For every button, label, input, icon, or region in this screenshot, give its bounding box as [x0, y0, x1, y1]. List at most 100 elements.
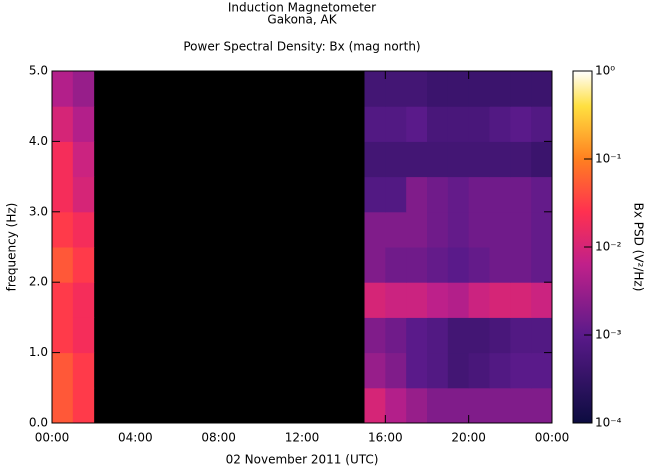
spectrogram-cell	[447, 387, 470, 424]
spectrogram-cell	[385, 176, 407, 213]
spectrogram-cell	[427, 106, 449, 142]
spectrogram-cell	[510, 282, 532, 318]
spectrogram-cell	[447, 71, 470, 107]
spectrogram-cell	[406, 387, 428, 424]
spectrogram-cell	[385, 387, 407, 424]
x-tick-label: 04:00	[118, 431, 153, 445]
y-axis-label: frequency (Hz)	[5, 203, 19, 292]
spectrogram-cell	[510, 317, 532, 354]
spectrogram-cell	[52, 211, 74, 248]
spectrogram-cell	[72, 141, 95, 178]
spectrogram-cell	[72, 176, 95, 213]
spectrogram-cell	[72, 282, 95, 318]
spectrogram-cell	[385, 282, 407, 318]
spectrogram-cell	[447, 141, 470, 178]
spectrogram-cell	[489, 352, 511, 389]
spectrogram-cell	[468, 352, 490, 389]
spectrogram-cell	[468, 387, 490, 424]
spectrogram-cell	[489, 282, 511, 318]
spectrogram-cell	[406, 176, 428, 213]
spectrogram-cell	[52, 317, 74, 354]
spectrogram-cell	[406, 317, 428, 354]
spectrogram-cell	[406, 211, 428, 248]
spectrogram-cell	[447, 247, 470, 283]
spectrogram-cell	[510, 387, 532, 424]
spectrogram-cell	[427, 282, 449, 318]
spectrogram-cell	[406, 141, 428, 178]
spectrogram-cell	[510, 71, 532, 107]
spectrogram-cell	[406, 71, 428, 107]
chart-subtitle: Gakona, AK	[267, 13, 337, 27]
spectrogram-cell	[531, 317, 553, 354]
spectrogram-cell	[72, 247, 95, 283]
spectrogram-cell	[385, 211, 407, 248]
spectrogram-cell	[447, 282, 470, 318]
spectrogram-cell	[531, 141, 553, 178]
spectrogram-cell	[52, 282, 74, 318]
spectrogram-cell	[489, 317, 511, 354]
spectrogram-cell	[531, 282, 553, 318]
spectrogram-cell	[72, 71, 95, 107]
spectrogram-cell	[468, 211, 490, 248]
y-tick-label: 0.0	[29, 416, 48, 430]
spectrogram-cell	[447, 176, 470, 213]
spectrogram-cell	[52, 141, 74, 178]
spectrogram-cell	[468, 317, 490, 354]
spectrogram-cell	[427, 352, 449, 389]
spectrogram-cell	[468, 247, 490, 283]
spectrogram-cell	[385, 141, 407, 178]
x-tick-label: 20:00	[451, 431, 486, 445]
spectrogram-cell	[468, 282, 490, 318]
spectrogram-cell	[427, 317, 449, 354]
spectrogram-cell	[468, 176, 490, 213]
x-tick-label: 16:00	[368, 431, 403, 445]
spectrogram-cell	[364, 317, 386, 354]
colorbar-tick-label: 10⁻²	[595, 240, 622, 254]
spectrogram-cell	[489, 387, 511, 424]
spectrogram-cell	[364, 176, 386, 213]
spectrogram-cell	[385, 106, 407, 142]
spectrogram-cell	[510, 176, 532, 213]
spectrogram-cell	[468, 141, 490, 178]
spectrogram-cell	[385, 317, 407, 354]
spectrogram-cell	[385, 71, 407, 107]
spectrogram-cell	[52, 176, 74, 213]
spectrogram-cell	[447, 317, 470, 354]
chart-title: Induction Magnetometer	[228, 1, 376, 15]
spectrogram-cell	[510, 211, 532, 248]
x-tick-label: 12:00	[285, 431, 320, 445]
spectrogram-cell	[52, 247, 74, 283]
spectrogram-cell	[72, 387, 95, 424]
plot-title: Power Spectral Density: Bx (mag north)	[183, 40, 420, 54]
spectrogram-cell	[510, 106, 532, 142]
y-tick-label: 2.0	[29, 275, 48, 289]
spectrogram-cell	[489, 247, 511, 283]
spectrogram-cell	[72, 211, 95, 248]
spectrogram-cell	[52, 352, 74, 389]
y-tick-label: 3.0	[29, 204, 48, 218]
spectrogram-cell	[531, 387, 553, 424]
spectrogram-cell	[72, 352, 95, 389]
colorbar-tick-label: 10⁻¹	[595, 152, 622, 166]
spectrogram-cell	[489, 71, 511, 107]
spectrogram-cell	[364, 352, 386, 389]
spectrogram-cell	[427, 211, 449, 248]
y-tick-label: 1.0	[29, 345, 48, 359]
spectrogram-cell	[510, 247, 532, 283]
spectrogram-cell	[52, 106, 74, 142]
x-tick-label: 00:00	[535, 431, 570, 445]
x-tick-label: 00:00	[35, 431, 70, 445]
spectrogram-cell	[531, 106, 553, 142]
spectrogram-cell	[364, 141, 386, 178]
spectrogram-cell	[427, 247, 449, 283]
spectrogram-cell	[427, 71, 449, 107]
spectrogram-cell	[489, 106, 511, 142]
spectrogram-cell	[427, 176, 449, 213]
spectrogram-cell	[364, 387, 386, 424]
spectrogram-cell	[468, 106, 490, 142]
x-axis-label: 02 November 2011 (UTC)	[226, 453, 379, 467]
spectrogram-cell	[364, 106, 386, 142]
spectrogram-cell	[364, 71, 386, 107]
spectrogram-cell	[447, 106, 470, 142]
